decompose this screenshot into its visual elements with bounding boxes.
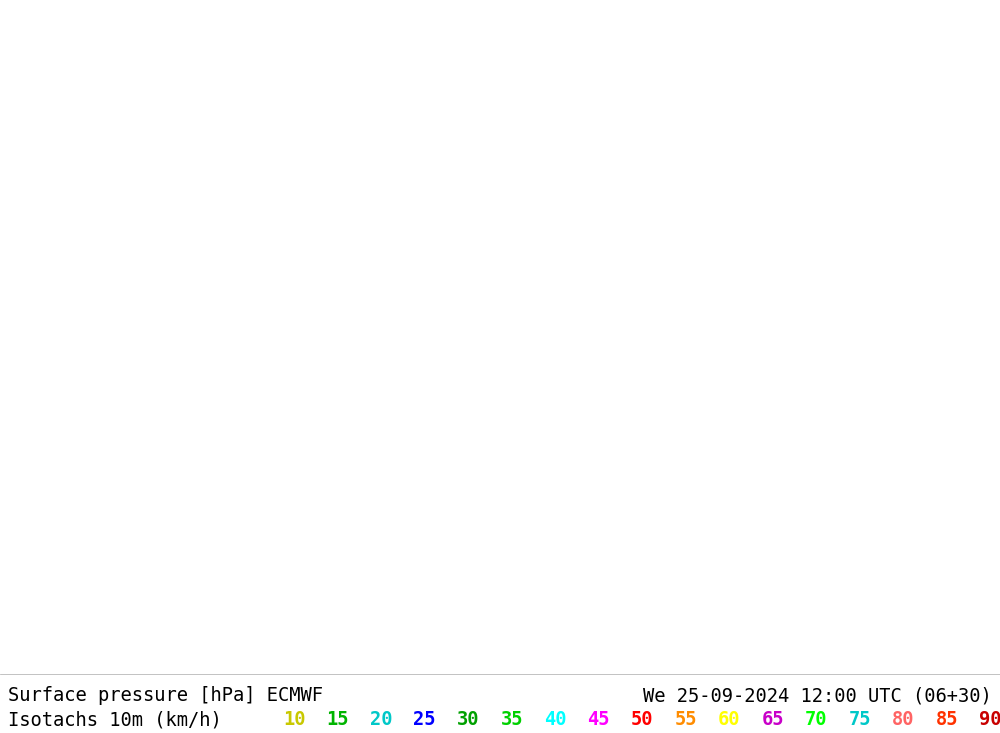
Text: 45: 45 (587, 710, 610, 729)
Text: 70: 70 (805, 710, 827, 729)
Text: 20: 20 (370, 710, 392, 729)
Text: Surface pressure [hPa] ECMWF: Surface pressure [hPa] ECMWF (8, 686, 323, 705)
Text: 90: 90 (979, 710, 1000, 729)
Text: 15: 15 (326, 710, 349, 729)
Text: 25: 25 (414, 710, 436, 729)
Text: 75: 75 (848, 710, 871, 729)
Text: 80: 80 (892, 710, 914, 729)
Text: 55: 55 (674, 710, 697, 729)
Text: 35: 35 (500, 710, 523, 729)
Text: We 25-09-2024 12:00 UTC (06+30): We 25-09-2024 12:00 UTC (06+30) (643, 686, 992, 705)
Text: 65: 65 (762, 710, 784, 729)
Text: 10: 10 (283, 710, 306, 729)
Text: 40: 40 (544, 710, 566, 729)
Text: Isotachs 10m (km/h): Isotachs 10m (km/h) (8, 710, 222, 729)
Text: 30: 30 (457, 710, 479, 729)
Text: 50: 50 (631, 710, 654, 729)
Text: 85: 85 (936, 710, 958, 729)
Text: 60: 60 (718, 710, 740, 729)
